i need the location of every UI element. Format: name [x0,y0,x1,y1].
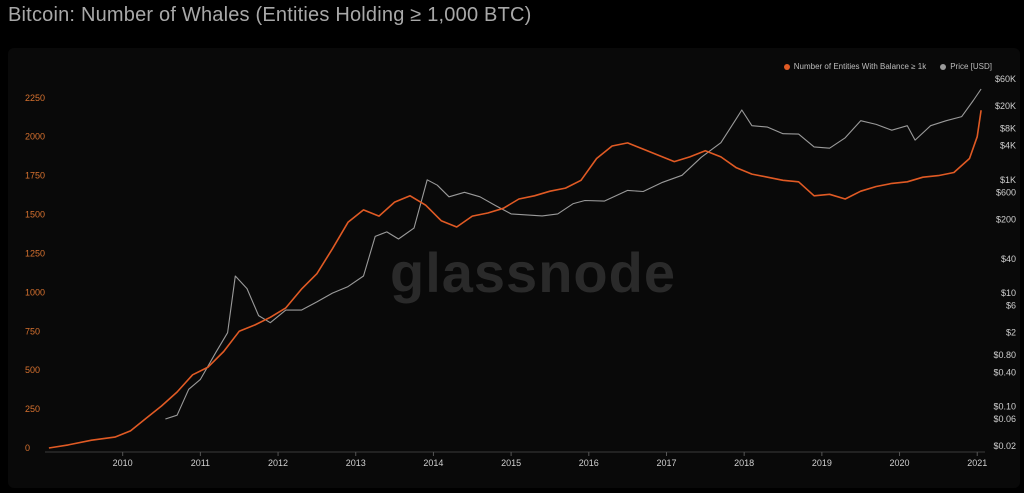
chart-legend: Number of Entities With Balance ≥ 1k Pri… [783,62,992,71]
right-tick-label: $10 [1001,288,1016,298]
x-tick-label: 2011 [191,458,210,468]
left-tick-label: 0 [25,443,30,453]
legend-label-price: Price [USD] [950,62,992,71]
series-lines [48,88,982,449]
legend-dot-price [940,63,947,70]
right-tick-label: $4K [1000,141,1016,151]
right-tick-label: $60K [995,74,1016,84]
x-tick-label: 2019 [812,458,832,468]
legend-dot-whales [783,63,790,70]
right-tick-label: $6 [1006,301,1016,311]
chart-title: Bitcoin: Number of Whales (Entities Hold… [8,4,532,26]
right-tick-label: $2 [1006,328,1016,338]
whales-line [48,110,982,449]
right-tick-label: $8K [1000,124,1016,134]
left-tick-label: 1250 [25,248,45,258]
left-tick-label: 1750 [25,171,45,181]
left-tick-label: 500 [25,365,40,375]
right-tick-label: $0.80 [993,350,1016,360]
x-tick-label: 2013 [346,458,366,468]
right-tick-label: $0.02 [993,441,1016,451]
x-tick-label: 2018 [734,458,754,468]
right-tick-label: $0.06 [993,414,1016,424]
legend-label-whales: Number of Entities With Balance ≥ 1k [793,62,927,71]
right-tick-label: $600 [996,187,1016,197]
price-line [165,88,982,420]
x-axis: 2010 2011 2012 2013 2014 2015 2016 2017 2018 2019… [45,451,987,468]
x-tick-label: 2021 [967,458,987,468]
x-tick-label: 2020 [890,458,910,468]
left-tick-label: 1000 [25,287,45,297]
legend-item-whales[interactable]: Number of Entities With Balance ≥ 1k [783,62,927,71]
x-tick-label: 2017 [656,458,676,468]
x-tick-label: 2015 [501,458,521,468]
left-tick-label: 2000 [25,132,45,142]
left-tick-label: 1500 [25,210,45,220]
x-tick-label: 2012 [268,458,288,468]
right-tick-label: $20K [995,101,1016,111]
left-axis: 0 250 500 750 1000 1250 1500 1750 2000 2250 [25,93,45,453]
left-tick-label: 2250 [25,93,45,103]
right-tick-label: $0.10 [993,401,1016,411]
watermark-logo: glassnode [390,241,676,304]
right-tick-label: $0.40 [993,367,1016,377]
right-tick-label: $1K [1000,175,1016,185]
x-tick-label: 2010 [113,458,133,468]
left-tick-label: 750 [25,326,40,336]
right-tick-label: $200 [996,214,1016,224]
right-tick-label: $40 [1001,254,1016,264]
right-axis: $60K $20K $8K $4K $1K $600 $200 $40 $10 $6 $2 $0.80… [993,74,1016,451]
legend-item-price[interactable]: Price [USD] [940,62,992,71]
chart-panel [8,48,1020,488]
left-tick-label: 250 [25,404,40,414]
x-tick-label: 2016 [579,458,599,468]
x-tick-label: 2014 [423,458,443,468]
